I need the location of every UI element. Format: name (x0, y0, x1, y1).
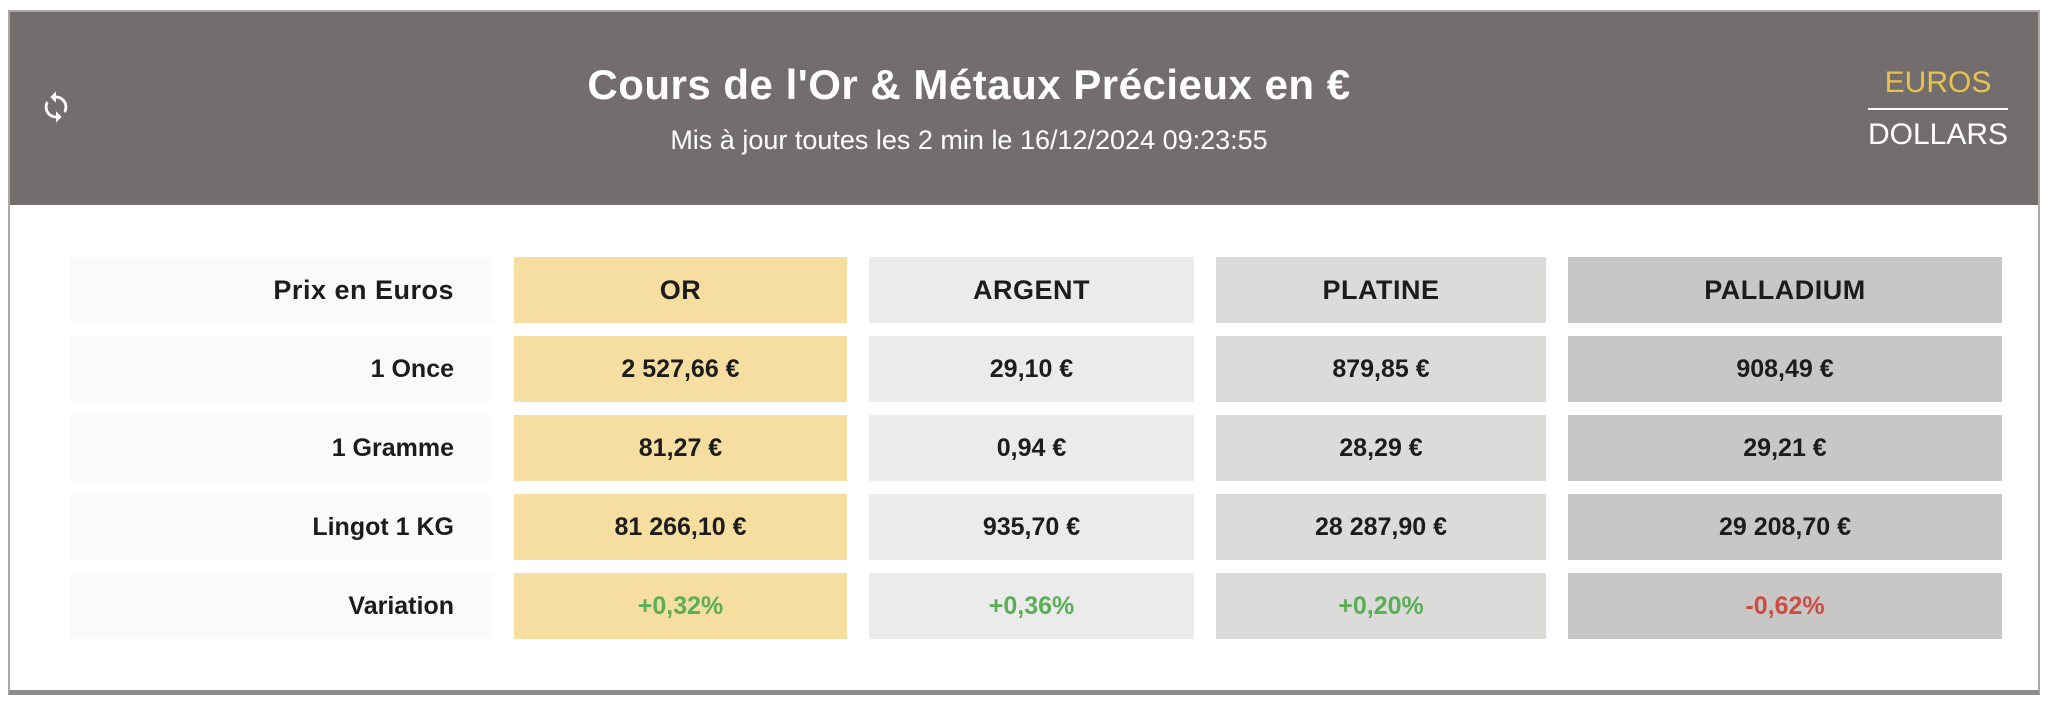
price-argent-lingot: 935,70 € (869, 494, 1194, 560)
row-label-once: 1 Once (70, 336, 492, 402)
variation-or: +0,32% (514, 573, 847, 639)
row-label-gramme: 1 Gramme (70, 415, 492, 481)
page-title: Cours de l'Or & Métaux Précieux en € (587, 61, 1351, 108)
price-platine-gramme: 28,29 € (1216, 415, 1546, 481)
variation-palladium: -0,62% (1568, 573, 2002, 639)
column-header-or: OR (514, 257, 847, 323)
currency-toggle-divider (1868, 107, 2008, 110)
row-label-variation: Variation (70, 573, 492, 639)
price-palladium-once: 908,49 € (1568, 336, 2002, 402)
price-palladium-gramme: 29,21 € (1568, 415, 2002, 481)
price-platine-once: 879,85 € (1216, 336, 1546, 402)
column-header-palladium: PALLADIUM (1568, 257, 2002, 323)
price-table-area: Prix en Euros OR ARGENT PLATINE PALLADIU… (10, 205, 2038, 639)
price-or-gramme: 81,27 € (514, 415, 847, 481)
variation-argent: +0,36% (869, 573, 1194, 639)
price-platine-lingot: 28 287,90 € (1216, 494, 1546, 560)
currency-option-euros[interactable]: EUROS (1860, 62, 2016, 104)
table-corner-label: Prix en Euros (70, 257, 492, 323)
gold-price-widget: Cours de l'Or & Métaux Précieux en € Mis… (8, 10, 2040, 695)
column-header-argent: ARGENT (869, 257, 1194, 323)
currency-toggle: EUROS DOLLARS (1860, 62, 2020, 156)
last-updated-text: Mis à jour toutes les 2 min le 16/12/202… (670, 125, 1268, 155)
variation-platine: +0,20% (1216, 573, 1546, 639)
price-table: Prix en Euros OR ARGENT PLATINE PALLADIU… (70, 257, 2002, 639)
price-argent-gramme: 0,94 € (869, 415, 1194, 481)
widget-header: Cours de l'Or & Métaux Précieux en € Mis… (10, 12, 2038, 205)
refresh-button[interactable] (34, 90, 78, 127)
refresh-icon (39, 90, 73, 127)
currency-option-dollars[interactable]: DOLLARS (1860, 114, 2016, 156)
price-or-once: 2 527,66 € (514, 336, 847, 402)
price-palladium-lingot: 29 208,70 € (1568, 494, 2002, 560)
price-argent-once: 29,10 € (869, 336, 1194, 402)
header-titles: Cours de l'Or & Métaux Précieux en € Mis… (78, 61, 1860, 156)
column-header-platine: PLATINE (1216, 257, 1546, 323)
price-or-lingot: 81 266,10 € (514, 494, 847, 560)
row-label-lingot: Lingot 1 KG (70, 494, 492, 560)
